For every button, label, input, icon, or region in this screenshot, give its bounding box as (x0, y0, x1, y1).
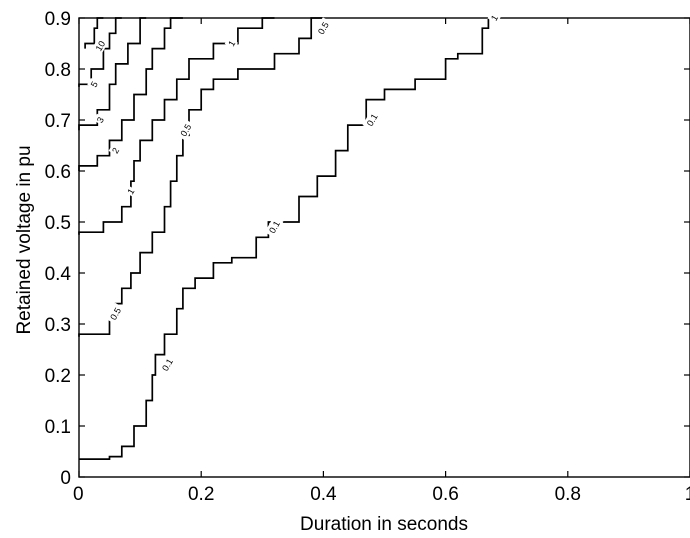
y-tick-label: 0 (60, 468, 71, 489)
contour-label: 1 (226, 39, 237, 48)
contour-label-bg (108, 144, 122, 157)
contour-label-bg (313, 17, 333, 39)
y-tick-label: 0.6 (45, 162, 71, 183)
contour-line-0_5 (78, 17, 324, 337)
contour-line-3 (78, 17, 147, 131)
contour-label-bg (87, 78, 101, 91)
contour-label-bg (93, 113, 107, 126)
y-tick-label: 0.4 (45, 264, 72, 285)
contour-line-2 (78, 17, 183, 171)
contour-line-10 (84, 17, 104, 49)
contour-label: 2 (110, 146, 121, 155)
y-tick-label: 0.3 (45, 315, 71, 336)
contour-label: 1 (125, 187, 136, 196)
contour-lines (78, 17, 495, 460)
contour-label-bg (264, 216, 284, 238)
y-tick-label: 0.1 (45, 417, 71, 438)
contour-line-1 (78, 17, 275, 235)
contour-label-bg (123, 185, 138, 198)
contour-label: 10 (94, 39, 108, 53)
x-tick-label: 0 (73, 484, 84, 505)
contour-label-bg (224, 37, 238, 50)
contour-label-bg (487, 11, 501, 24)
y-axis-label: Retained voltage in pu (14, 145, 35, 334)
y-tick-label: 0.9 (45, 9, 71, 30)
axis-ticks: 00.20.40.60.8100.10.20.30.40.50.60.70.80… (45, 9, 690, 505)
contour-label-bg (105, 302, 125, 325)
plot-frame (78, 17, 690, 478)
contour-label-bg (91, 37, 108, 55)
x-tick-label: 1 (685, 484, 690, 505)
y-tick-label: 0.5 (45, 213, 71, 234)
contour-label-bg (157, 353, 177, 376)
contour-label: 5 (89, 80, 100, 89)
contour-label-bg (362, 108, 382, 131)
y-tick-label: 0.7 (45, 111, 71, 132)
x-tick-label: 0.6 (432, 484, 458, 505)
contour-line-0_1 (79, 17, 495, 460)
contour-label: 1 (489, 13, 500, 22)
x-tick-label: 0.2 (188, 484, 214, 505)
contour-label: 3 (95, 115, 106, 124)
contour-label-bg (176, 119, 195, 141)
x-axis-label: Duration in seconds (300, 514, 468, 533)
y-tick-label: 0.8 (45, 60, 71, 81)
y-tick-label: 0.2 (45, 366, 71, 387)
x-tick-label: 0.8 (555, 484, 581, 505)
x-tick-label: 0.4 (310, 484, 337, 505)
